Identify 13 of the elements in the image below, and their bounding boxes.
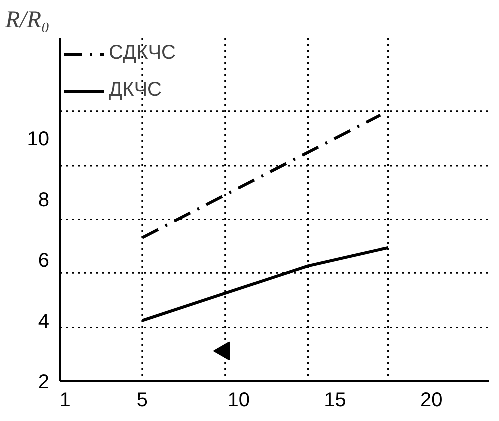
x-tick-label: 1 — [60, 390, 71, 412]
legend-label: СДКЧС — [109, 42, 176, 65]
y-tick-label: 2 — [38, 372, 50, 394]
y-tick-label: 8 — [38, 189, 50, 212]
y-tick-label: 10 — [27, 128, 50, 151]
x-tick-label: 10 — [228, 390, 250, 412]
x-tick-label: 20 — [420, 390, 443, 412]
y-axis-title: R/R₀ — [4, 8, 50, 34]
legend-label: ДКЧС — [109, 79, 162, 102]
x-tick-label: 15 — [324, 390, 346, 412]
y-tick-label: 4 — [38, 310, 50, 333]
x-tick-label: 5 — [136, 390, 148, 412]
y-tick-label: 6 — [38, 250, 50, 272]
